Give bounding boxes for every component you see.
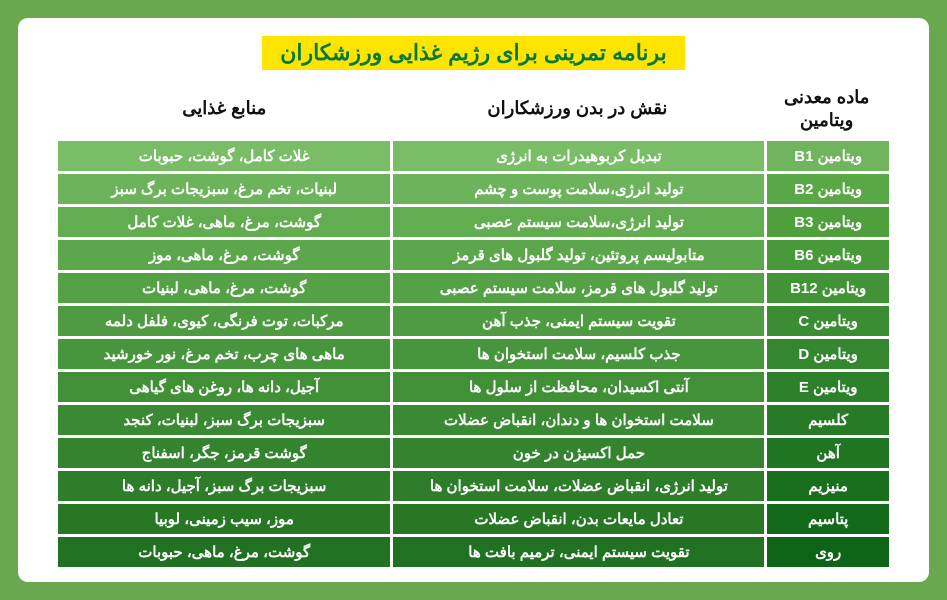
table-row: ویتامین B2تولید انرژی،سلامت پوست و چشملب… [58, 174, 889, 207]
cell-sources: گوشت قرمز، جگر، اسفناج [58, 438, 390, 471]
cell-sources: لبنیات، تخم مرغ، سبزیجات برگ سبز [58, 174, 390, 207]
table-row: آهنحمل اکسیژن در خونگوشت قرمز، جگر، اسفن… [58, 438, 889, 471]
cell-role: تولید گلبول های قرمز، سلامت سیستم عصبی [390, 273, 764, 306]
cell-sources: گوشت، مرغ، ماهی، غلات کامل [58, 207, 390, 240]
cell-name: ویتامین B1 [764, 141, 889, 174]
cell-name: ویتامین B12 [764, 273, 889, 306]
cell-name: ویتامین C [764, 306, 889, 339]
table-row: ویتامین B3تولید انرژی،سلامت سیستم عصبیگو… [58, 207, 889, 240]
table-row: ویتامین B6متابولیسم پروتئین، تولید گلبول… [58, 240, 889, 273]
table-row: ویتامین Dجذب کلسیم، سلامت استخوان هاماهی… [58, 339, 889, 372]
cell-role: تقویت سیستم ایمنی، جذب آهن [390, 306, 764, 339]
cell-name: کلسیم [764, 405, 889, 438]
title-wrap: برنامه تمرینی برای رژیم غذایی ورزشکاران [262, 36, 685, 70]
cell-role: تبدیل کربوهیدرات به انرژی [390, 141, 764, 174]
table-row: ویتامین B12تولید گلبول های قرمز، سلامت س… [58, 273, 889, 306]
col-header-role: نقش در بدن ورزشکاران [390, 80, 764, 141]
cell-name: پتاسیم [764, 504, 889, 537]
table-row: کلسیمسلامت استخوان ها و دندان، انقباض عض… [58, 405, 889, 438]
col-header-name: ماده معدنی ویتامین [764, 80, 889, 141]
cell-name: ویتامین E [764, 372, 889, 405]
card: برنامه تمرینی برای رژیم غذایی ورزشکاران … [18, 18, 929, 582]
table-row: پتاسیمتعادل مایعات بدن، انقباض عضلاتموز،… [58, 504, 889, 537]
cell-role: تقویت سیستم ایمنی، ترمیم بافت ها [390, 537, 764, 567]
cell-sources: گوشت، مرغ، ماهی، موز [58, 240, 390, 273]
cell-role: تولید انرژی،سلامت سیستم عصبی [390, 207, 764, 240]
table-row: ویتامین Cتقویت سیستم ایمنی، جذب آهنمرکبا… [58, 306, 889, 339]
cell-sources: موز، سیب زمینی، لوبیا [58, 504, 390, 537]
cell-role: تعادل مایعات بدن، انقباض عضلات [390, 504, 764, 537]
table-row: رویتقویت سیستم ایمنی، ترمیم بافت هاگوشت،… [58, 537, 889, 567]
page-title: برنامه تمرینی برای رژیم غذایی ورزشکاران [262, 36, 685, 70]
cell-sources: غلات کامل، گوشت، حبوبات [58, 141, 390, 174]
cell-name: ویتامین B6 [764, 240, 889, 273]
cell-sources: گوشت، مرغ، ماهی، حبوبات [58, 537, 390, 567]
cell-sources: سبزیجات برگ سبز، آجیل، دانه ها [58, 471, 390, 504]
col-header-sources: منابع غذایی [58, 80, 390, 141]
table-body: ویتامین B1تبدیل کربوهیدرات به انرژیغلات … [58, 141, 889, 567]
cell-role: سلامت استخوان ها و دندان، انقباض عضلات [390, 405, 764, 438]
cell-name: منیزیم [764, 471, 889, 504]
cell-role: جذب کلسیم، سلامت استخوان ها [390, 339, 764, 372]
cell-name: ویتامین B3 [764, 207, 889, 240]
cell-sources: گوشت، مرغ، ماهی، لبنیات [58, 273, 390, 306]
table-header-row: ماده معدنی ویتامین نقش در بدن ورزشکاران … [58, 80, 889, 141]
table-row: ویتامین Eآنتی اکسیدان، محافظت از سلول ها… [58, 372, 889, 405]
cell-sources: ماهی های چرب، تخم مرغ، نور خورشید [58, 339, 390, 372]
cell-role: تولید انرژی،سلامت پوست و چشم [390, 174, 764, 207]
cell-name: روی [764, 537, 889, 567]
cell-role: متابولیسم پروتئین، تولید گلبول های قرمز [390, 240, 764, 273]
table-row: منیزیمتولید انرژی، انقباض عضلات، سلامت ا… [58, 471, 889, 504]
cell-role: تولید انرژی، انقباض عضلات، سلامت استخوان… [390, 471, 764, 504]
cell-name: ویتامین D [764, 339, 889, 372]
cell-role: آنتی اکسیدان، محافظت از سلول ها [390, 372, 764, 405]
vitamin-table: ماده معدنی ویتامین نقش در بدن ورزشکاران … [58, 80, 889, 567]
cell-sources: آجیل، دانه ها، روغن های گیاهی [58, 372, 390, 405]
cell-role: حمل اکسیژن در خون [390, 438, 764, 471]
table-row: ویتامین B1تبدیل کربوهیدرات به انرژیغلات … [58, 141, 889, 174]
cell-name: آهن [764, 438, 889, 471]
cell-sources: سبزیجات برگ سبز، لبنیات، کنجد [58, 405, 390, 438]
cell-sources: مرکبات، توت فرنگی، کیوی، فلفل دلمه [58, 306, 390, 339]
cell-name: ویتامین B2 [764, 174, 889, 207]
